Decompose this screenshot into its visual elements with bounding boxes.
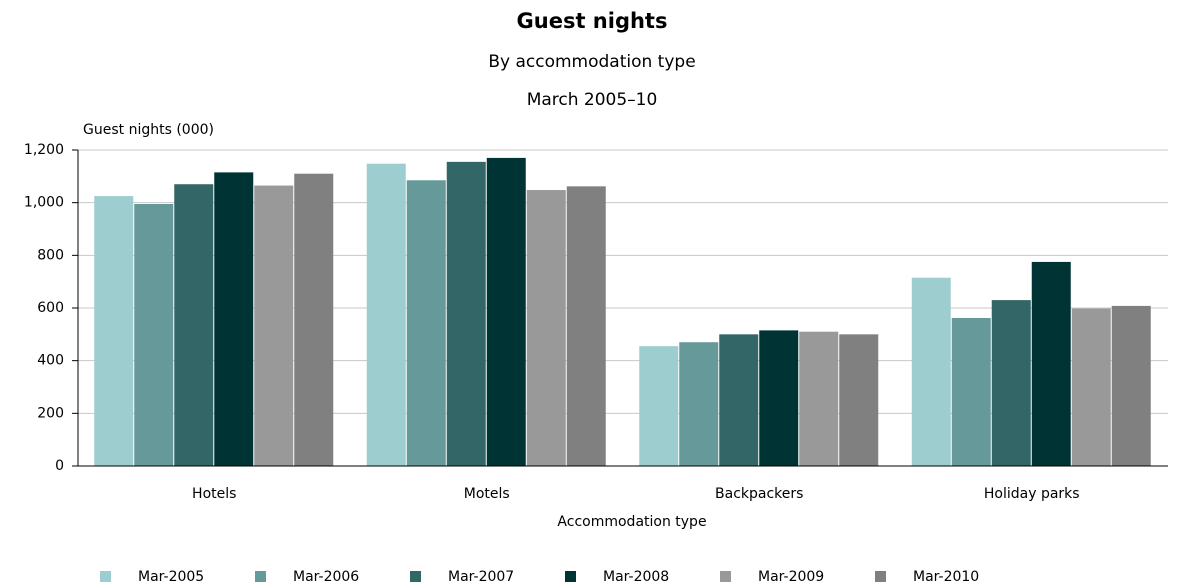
y-tick-label: 800 bbox=[37, 247, 64, 263]
bar bbox=[174, 184, 214, 466]
bar bbox=[526, 190, 566, 466]
y-tick-label: 0 bbox=[55, 458, 64, 474]
legend-swatch bbox=[410, 571, 421, 582]
chart-subtitle: By accommodation type bbox=[488, 52, 695, 72]
bar bbox=[566, 186, 606, 466]
x-axis-label: Accommodation type bbox=[557, 514, 706, 530]
bar bbox=[214, 172, 254, 466]
bar bbox=[254, 185, 294, 467]
bar bbox=[1111, 305, 1151, 466]
legend-label: Mar-2007 bbox=[448, 569, 514, 585]
bar bbox=[799, 331, 839, 466]
bar bbox=[366, 163, 406, 466]
legend-swatch bbox=[100, 571, 111, 582]
legend-label: Mar-2009 bbox=[758, 569, 824, 585]
legend-swatch bbox=[255, 571, 266, 582]
y-axis-label: Guest nights (000) bbox=[83, 122, 214, 138]
legend-swatch bbox=[720, 571, 731, 582]
bar bbox=[446, 161, 486, 466]
chart-title: Guest nights bbox=[517, 9, 668, 33]
x-tick-label: Hotels bbox=[192, 486, 236, 502]
x-tick-label: Backpackers bbox=[715, 486, 803, 502]
legend-label: Mar-2008 bbox=[603, 569, 669, 585]
y-tick-label: 600 bbox=[37, 300, 64, 316]
bar bbox=[839, 334, 879, 466]
x-tick-label: Motels bbox=[464, 486, 510, 502]
bar bbox=[951, 318, 991, 466]
bar bbox=[679, 342, 719, 466]
bar bbox=[719, 334, 759, 466]
bar bbox=[486, 157, 526, 466]
bar bbox=[991, 300, 1031, 466]
x-tick-label: Holiday parks bbox=[984, 486, 1080, 502]
legend-label: Mar-2005 bbox=[138, 569, 204, 585]
legend-swatch bbox=[875, 571, 886, 582]
y-tick-label: 400 bbox=[37, 353, 64, 369]
y-tick-label: 200 bbox=[37, 405, 64, 421]
bar bbox=[759, 330, 799, 466]
bar bbox=[1031, 261, 1071, 466]
bar bbox=[94, 196, 134, 467]
chart-subtitle: March 2005–10 bbox=[527, 90, 658, 110]
legend-swatch bbox=[565, 571, 576, 582]
legend-label: Mar-2010 bbox=[913, 569, 979, 585]
y-tick-label: 1,200 bbox=[24, 142, 64, 158]
bar bbox=[1071, 308, 1111, 466]
bar bbox=[406, 180, 446, 467]
bar bbox=[134, 203, 174, 466]
legend-label: Mar-2006 bbox=[293, 569, 359, 585]
y-tick-label: 1,000 bbox=[24, 195, 64, 211]
bar bbox=[294, 173, 334, 466]
bar bbox=[639, 346, 679, 466]
bar bbox=[911, 277, 951, 466]
